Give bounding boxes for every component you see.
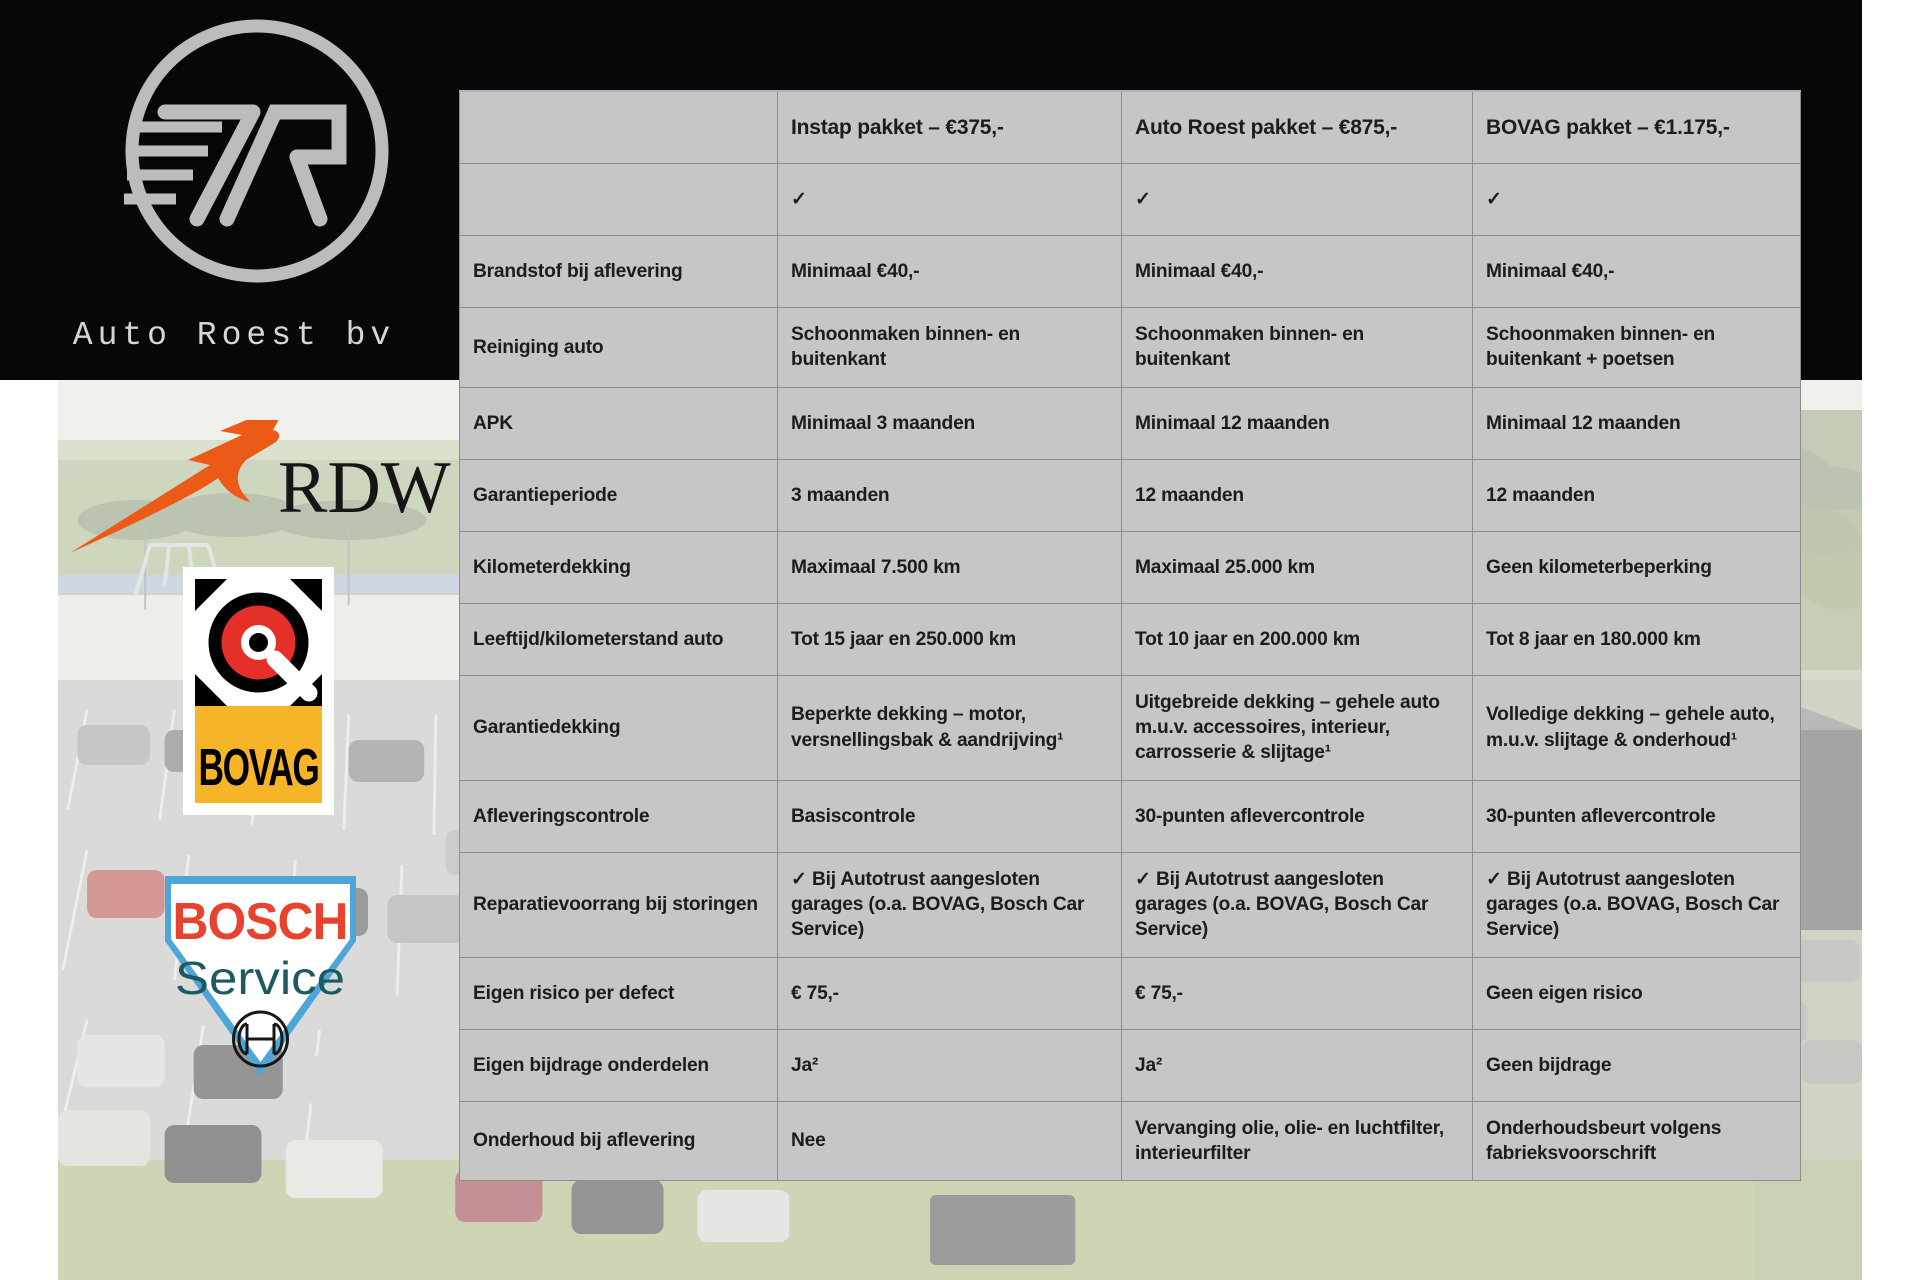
svg-text:BOVAG: BOVAG (199, 739, 319, 797)
svg-text:Service: Service (175, 952, 345, 1004)
svg-text:RDW: RDW (278, 447, 451, 529)
svg-text:BOSCH: BOSCH (173, 893, 348, 951)
